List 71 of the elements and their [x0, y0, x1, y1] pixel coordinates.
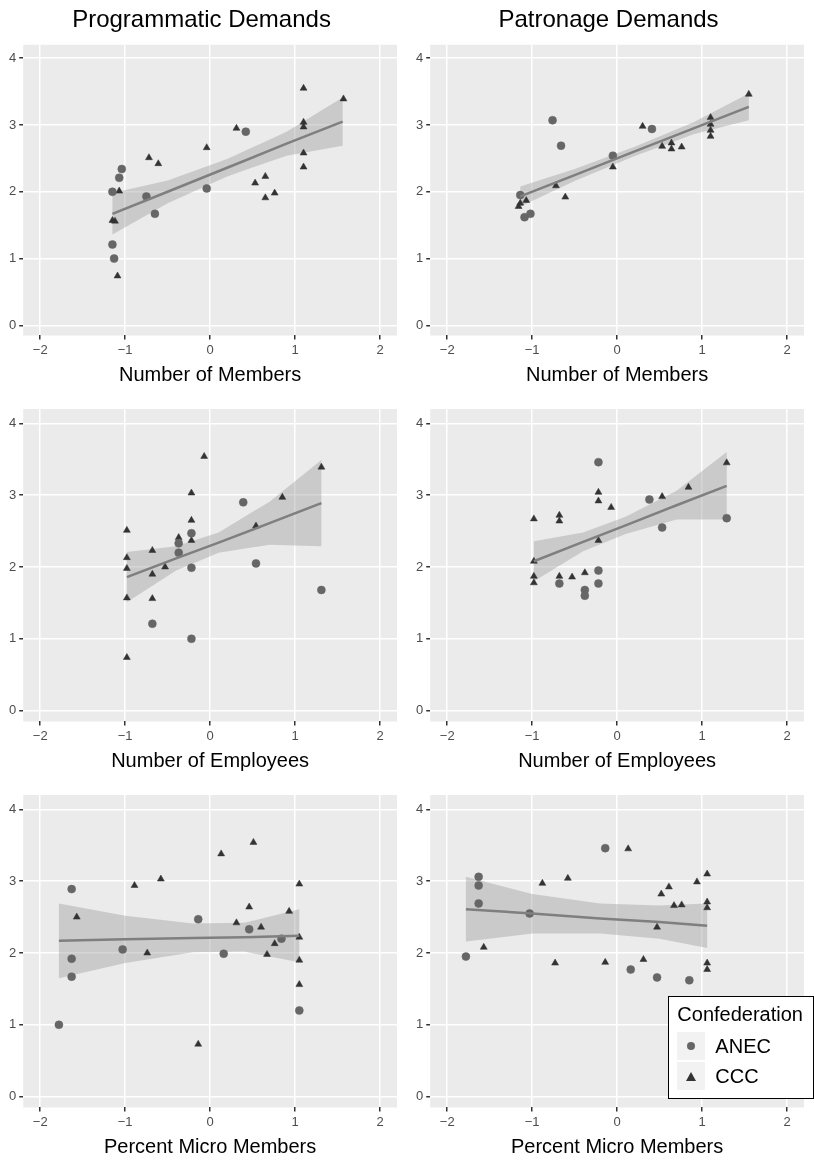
x-tick-label: 0 — [613, 1113, 621, 1129]
x-tick-label: −2 — [32, 727, 48, 743]
x-tick-label: −2 — [32, 1113, 48, 1129]
x-tick-label: −1 — [117, 341, 133, 357]
y-tick-label: 2 — [416, 558, 424, 574]
x-tick-label: 0 — [206, 1113, 214, 1129]
y-tick-label: 2 — [416, 944, 424, 960]
x-tick-label: −2 — [439, 727, 455, 743]
y-tick-label: 3 — [9, 116, 17, 132]
y-tick-label: 4 — [416, 800, 424, 816]
y-tick-label: 2 — [9, 944, 17, 960]
y-tick-label: 1 — [9, 630, 17, 646]
x-tick-label: −1 — [524, 727, 540, 743]
x-tick-label: 2 — [783, 727, 791, 743]
x-tick-label: 0 — [206, 727, 214, 743]
y-tick-label: 3 — [416, 116, 424, 132]
y-tick-label: 1 — [416, 1016, 424, 1032]
x-tick-label: −1 — [117, 727, 133, 743]
x-tick-label: 1 — [698, 727, 706, 743]
x-tick-label: 1 — [698, 341, 706, 357]
y-tick-label: 0 — [416, 1088, 424, 1104]
y-tick-label: 0 — [416, 316, 424, 332]
x-tick-label: 2 — [376, 727, 384, 743]
x-tick-label: −1 — [117, 1113, 133, 1129]
y-tick-label: 4 — [416, 414, 424, 430]
legend-label: ANEC — [715, 1034, 771, 1058]
x-tick-label: 0 — [613, 341, 621, 357]
x-tick-label: 2 — [376, 341, 384, 357]
legend-title: Confederation — [677, 1003, 803, 1027]
y-tick-label: 2 — [416, 183, 424, 199]
y-tick-label: 1 — [416, 250, 424, 266]
y-tick-label: 0 — [9, 1088, 17, 1104]
x-axis-title: Number of Employees — [111, 748, 310, 771]
x-tick-label: 0 — [613, 727, 621, 743]
y-tick-label: 3 — [9, 872, 17, 888]
x-tick-label: 1 — [291, 727, 299, 743]
legend-label: CCC — [715, 1064, 759, 1088]
y-tick-label: 1 — [9, 1016, 17, 1032]
y-tick-label: 1 — [416, 630, 424, 646]
y-tick-label: 0 — [9, 316, 17, 332]
y-tick-label: 4 — [416, 49, 424, 65]
x-tick-label: 0 — [206, 341, 214, 357]
y-tick-label: 4 — [9, 414, 17, 430]
y-tick-label: 3 — [416, 872, 424, 888]
x-tick-label: 1 — [291, 1113, 299, 1129]
x-tick-label: 1 — [698, 1113, 706, 1129]
y-tick-label: 3 — [416, 486, 424, 502]
y-tick-label: 1 — [9, 250, 17, 266]
x-tick-label: −2 — [439, 1113, 455, 1129]
x-axis-title: Percent Micro Members — [510, 1134, 724, 1157]
y-tick-label: 3 — [9, 486, 17, 502]
x-axis-title: Number of Employees — [518, 748, 717, 771]
y-tick-label: 4 — [9, 800, 17, 816]
x-tick-label: −1 — [524, 1113, 540, 1129]
x-tick-label: 2 — [783, 341, 791, 357]
chart-title: Programmatic Demands — [72, 5, 331, 33]
x-tick-label: −2 — [439, 341, 455, 357]
x-tick-label: −1 — [524, 341, 540, 357]
x-tick-label: 2 — [783, 1113, 791, 1129]
y-tick-label: 2 — [9, 183, 17, 199]
chart-title: Patronage Demands — [498, 5, 719, 33]
x-axis-title: Percent Micro Members — [103, 1134, 317, 1157]
y-tick-label: 0 — [9, 702, 17, 718]
x-tick-label: −2 — [32, 341, 48, 357]
y-tick-label: 2 — [9, 558, 17, 574]
y-tick-label: 0 — [416, 702, 424, 718]
x-tick-label: 1 — [291, 341, 299, 357]
x-tick-label: 2 — [376, 1113, 384, 1129]
y-tick-label: 4 — [9, 49, 17, 65]
x-axis-title: Number of Members — [525, 362, 709, 385]
x-axis-title: Number of Members — [118, 362, 302, 385]
